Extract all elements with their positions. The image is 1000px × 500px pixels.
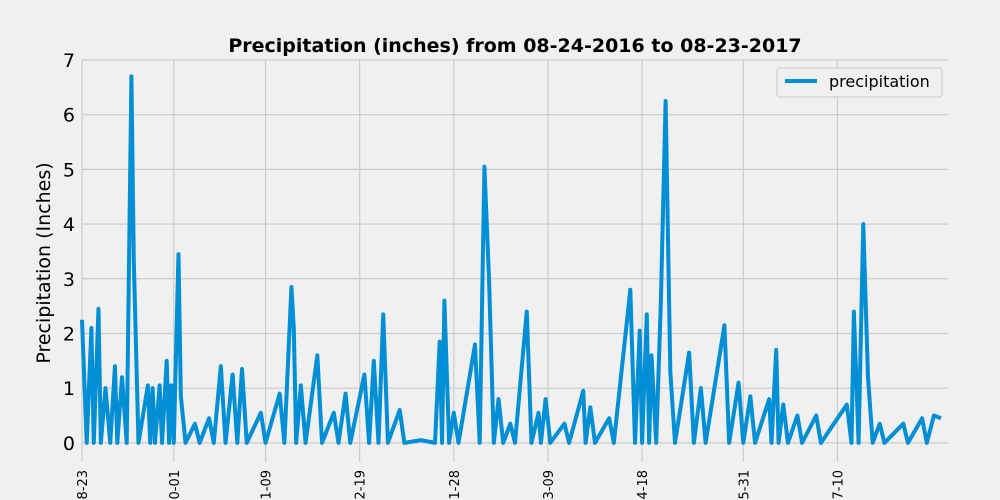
data-line xyxy=(80,74,942,445)
x-tick-label: 2016-08-23 xyxy=(76,470,91,500)
y-tick-label: 0 xyxy=(63,433,75,455)
x-tick-label: 2017-07-10 xyxy=(831,470,846,500)
y-tick-label: 1 xyxy=(63,378,75,400)
y-axis-label: Precipitation (Inches) xyxy=(33,162,55,363)
y-tick-label: 6 xyxy=(63,105,75,127)
legend-label: precipitation xyxy=(829,72,930,91)
x-tick-label: 2017-05-31 xyxy=(737,470,752,500)
legend-box xyxy=(776,67,943,98)
x-tick-label: 2016-12-19 xyxy=(354,470,369,500)
x-tick-label: 2017-01-28 xyxy=(448,470,463,500)
y-tick-label: 7 xyxy=(63,50,75,72)
y-tick-label: 5 xyxy=(63,159,75,181)
y-tick-label: 2 xyxy=(63,323,75,345)
x-tick-label: 2016-11-09 xyxy=(260,470,275,500)
x-tick-label: 2016-10-01 xyxy=(168,470,183,500)
chart-title: Precipitation (inches) from 08-24-2016 t… xyxy=(228,35,801,57)
legend: precipitation xyxy=(776,67,943,98)
x-tick-label: 2017-03-09 xyxy=(542,470,557,500)
y-tick-label: 3 xyxy=(63,269,75,291)
x-tick-label: 2017-04-18 xyxy=(636,470,651,500)
y-tick-label: 4 xyxy=(63,214,75,236)
